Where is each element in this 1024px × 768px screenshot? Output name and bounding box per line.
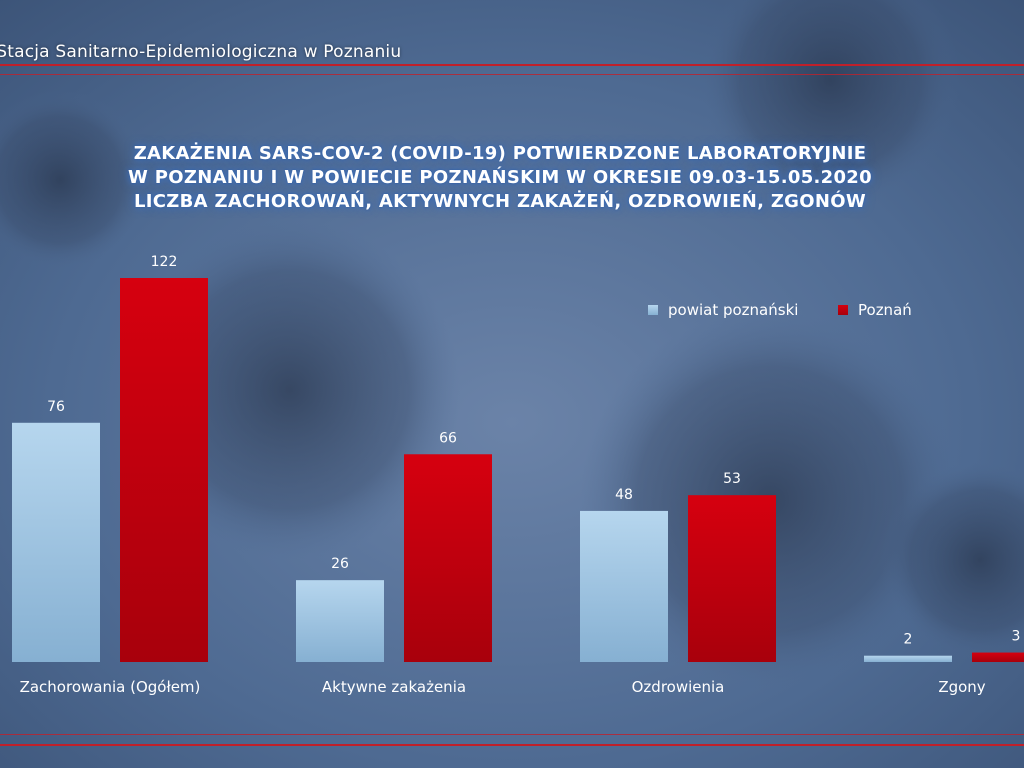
- bar-poznan-zgony: [972, 652, 1024, 662]
- data-label-poznan-zgony: 3: [1012, 629, 1021, 645]
- legend-swatch-poznan: [838, 305, 848, 315]
- chart-title: ZAKAŻENIA SARS-COV-2 (COVID-19) POTWIERD…: [0, 142, 1000, 214]
- institution-header: a Stacja Sanitarno-Epidemiologiczna w Po…: [0, 42, 402, 62]
- legend-swatch-powiat-poznanski: [648, 305, 658, 315]
- category-label-aktywne-zakazenia: Aktywne zakażenia: [322, 678, 466, 696]
- data-label-powiat-poznanski-zachorowania-ogolem: 76: [47, 399, 65, 415]
- data-label-poznan-aktywne-zakazenia: 66: [439, 430, 457, 446]
- chart-title-line-2: W POZNANIU I W POWIECIE POZNAŃSKIM W OKR…: [128, 167, 872, 188]
- bar-poznan-zachorowania-ogolem: [120, 278, 208, 662]
- data-label-powiat-poznanski-aktywne-zakazenia: 26: [331, 556, 349, 572]
- data-label-poznan-ozdrowienia: 53: [723, 471, 741, 487]
- category-label-zachorowania-ogolem: Zachorowania (Ogółem): [20, 678, 201, 696]
- category-label-ozdrowienia: Ozdrowienia: [632, 678, 725, 696]
- bar-poznan-aktywne-zakazenia: [404, 454, 492, 662]
- chart-title-line-1: ZAKAŻENIA SARS-COV-2 (COVID-19) POTWIERD…: [133, 143, 867, 164]
- bar-poznan-ozdrowienia: [688, 495, 776, 662]
- category-label-zgony: Zgony: [938, 678, 985, 696]
- data-label-powiat-poznanski-zgony: 2: [904, 632, 913, 648]
- legend-label-poznan: Poznań: [858, 301, 912, 319]
- data-label-poznan-zachorowania-ogolem: 122: [151, 254, 178, 270]
- chart-title-line-3: LICZBA ZACHOROWAŃ, AKTYWNYCH ZAKAŻEŃ, OZ…: [134, 191, 866, 212]
- bar-powiat-poznanski-aktywne-zakazenia: [296, 580, 384, 662]
- data-label-powiat-poznanski-ozdrowienia: 48: [615, 487, 633, 503]
- bar-powiat-poznanski-zgony: [864, 655, 952, 662]
- bar-powiat-poznanski-zachorowania-ogolem: [12, 422, 100, 662]
- bar-powiat-poznanski-ozdrowienia: [580, 510, 668, 662]
- legend-label-powiat-poznanski: powiat poznański: [668, 301, 798, 319]
